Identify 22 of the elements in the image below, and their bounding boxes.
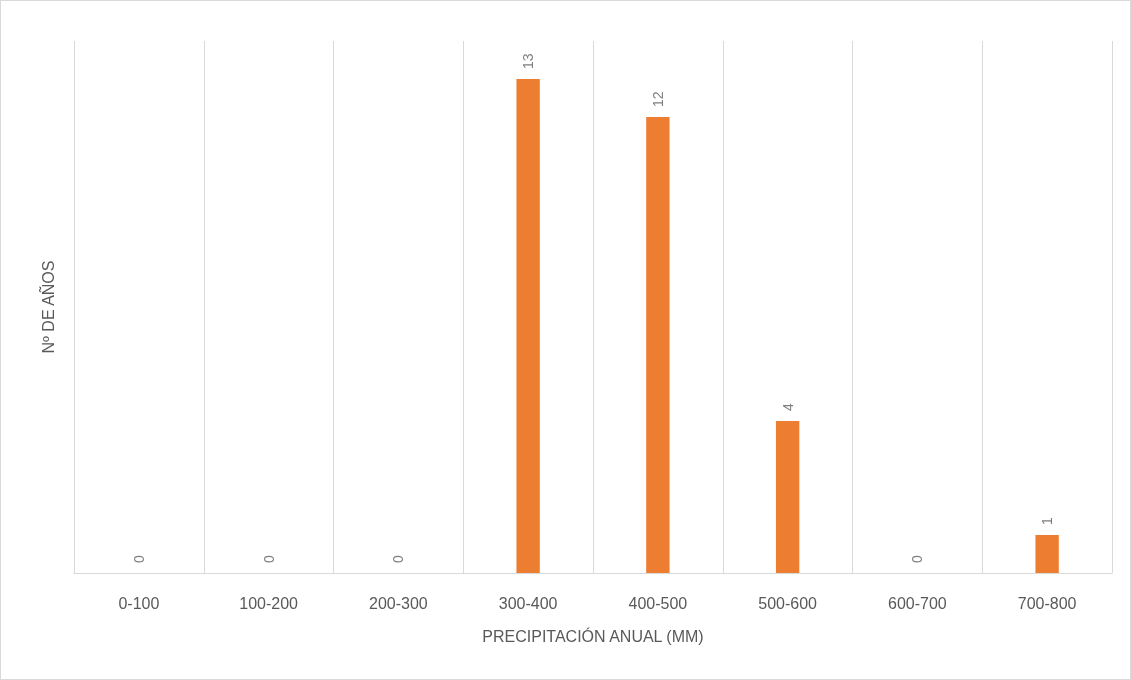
x-tick-label: 0-100 [118,594,160,612]
x-tick-label: 600-700 [888,594,947,612]
data-label: 0 [390,555,407,563]
x-tick-label: 100-200 [239,594,299,612]
data-label: 0 [909,555,926,563]
data-label: 4 [779,403,796,411]
data-label: 0 [260,555,277,563]
bar [1035,535,1059,573]
x-tick-label: 300-400 [498,594,558,612]
data-label: 0 [130,555,147,563]
bar [516,79,540,573]
data-label: 12 [649,91,666,107]
data-label: 1 [1039,517,1056,525]
bar [646,117,670,573]
x-tick-label: 200-300 [369,594,428,612]
bar [775,421,800,573]
data-label: 13 [520,53,537,69]
x-tick-label: 500-600 [758,594,818,612]
x-tick-label: 700-800 [1017,594,1077,612]
x-axis-title: PRECIPITACIÓN ANUAL (MM) [482,626,704,645]
y-axis-title: Nº DE AÑOS [37,260,57,354]
x-tick-label: 400-500 [628,594,688,612]
